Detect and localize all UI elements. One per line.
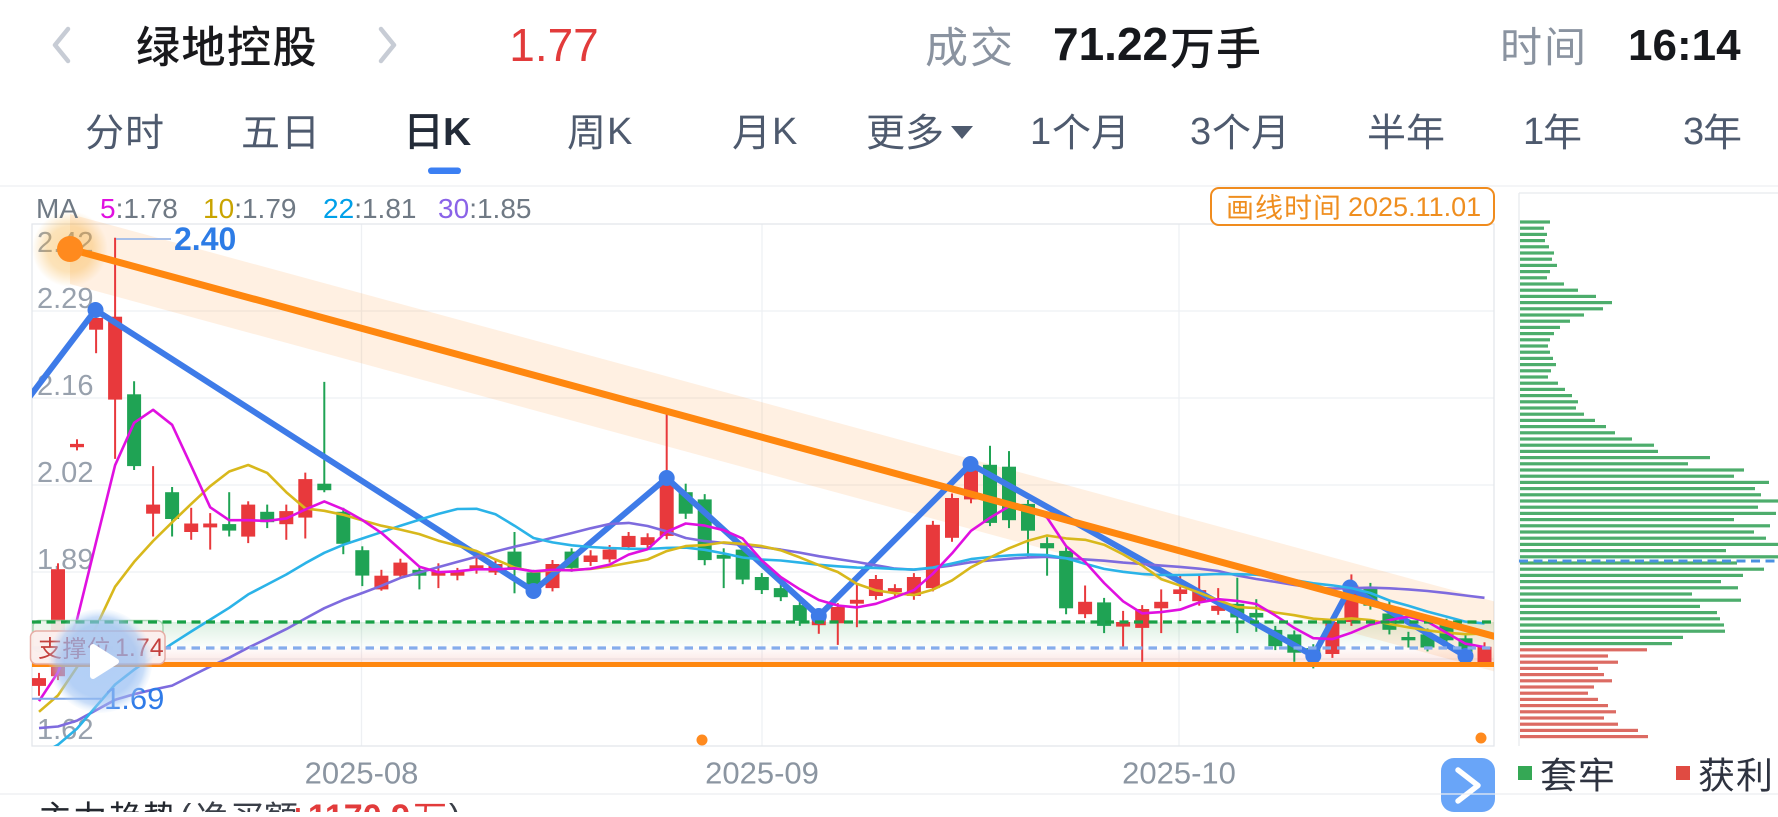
svg-text:2.40: 2.40	[174, 221, 236, 257]
svg-text:2025.11.01: 2025.11.01	[1348, 192, 1481, 222]
svg-text:5: 5	[100, 193, 116, 224]
svg-text:3: 3	[1190, 111, 1211, 153]
svg-text:2.02: 2.02	[37, 457, 93, 489]
svg-text:2025-08: 2025-08	[305, 756, 419, 791]
svg-text::1.78: :1.78	[116, 193, 178, 224]
svg-text:): )	[449, 798, 460, 812]
svg-text::1.79: :1.79	[234, 193, 296, 224]
svg-text:22: 22	[323, 193, 354, 224]
svg-text:3: 3	[1683, 111, 1704, 153]
svg-text:1.89: 1.89	[37, 544, 93, 576]
svg-text:16:14: 16:14	[1628, 21, 1741, 70]
svg-text:2.29: 2.29	[37, 283, 93, 315]
svg-text:(: (	[180, 798, 192, 812]
svg-text:10: 10	[203, 193, 234, 224]
svg-text:K: K	[443, 111, 471, 154]
svg-text:MA: MA	[36, 193, 78, 224]
svg-text:2025-09: 2025-09	[705, 756, 819, 791]
svg-text:+1170.9: +1170.9	[288, 798, 410, 812]
svg-text::1.81: :1.81	[354, 193, 416, 224]
svg-text:1: 1	[1030, 111, 1051, 153]
svg-text:1: 1	[1523, 111, 1544, 153]
svg-text:K: K	[607, 111, 632, 153]
svg-text:1.77: 1.77	[509, 19, 599, 71]
svg-text:K: K	[772, 111, 797, 153]
svg-text:2025-10: 2025-10	[1122, 756, 1236, 791]
svg-text:71.22: 71.22	[1053, 18, 1168, 70]
svg-text::1.85: :1.85	[469, 193, 531, 224]
svg-text:30: 30	[438, 193, 469, 224]
